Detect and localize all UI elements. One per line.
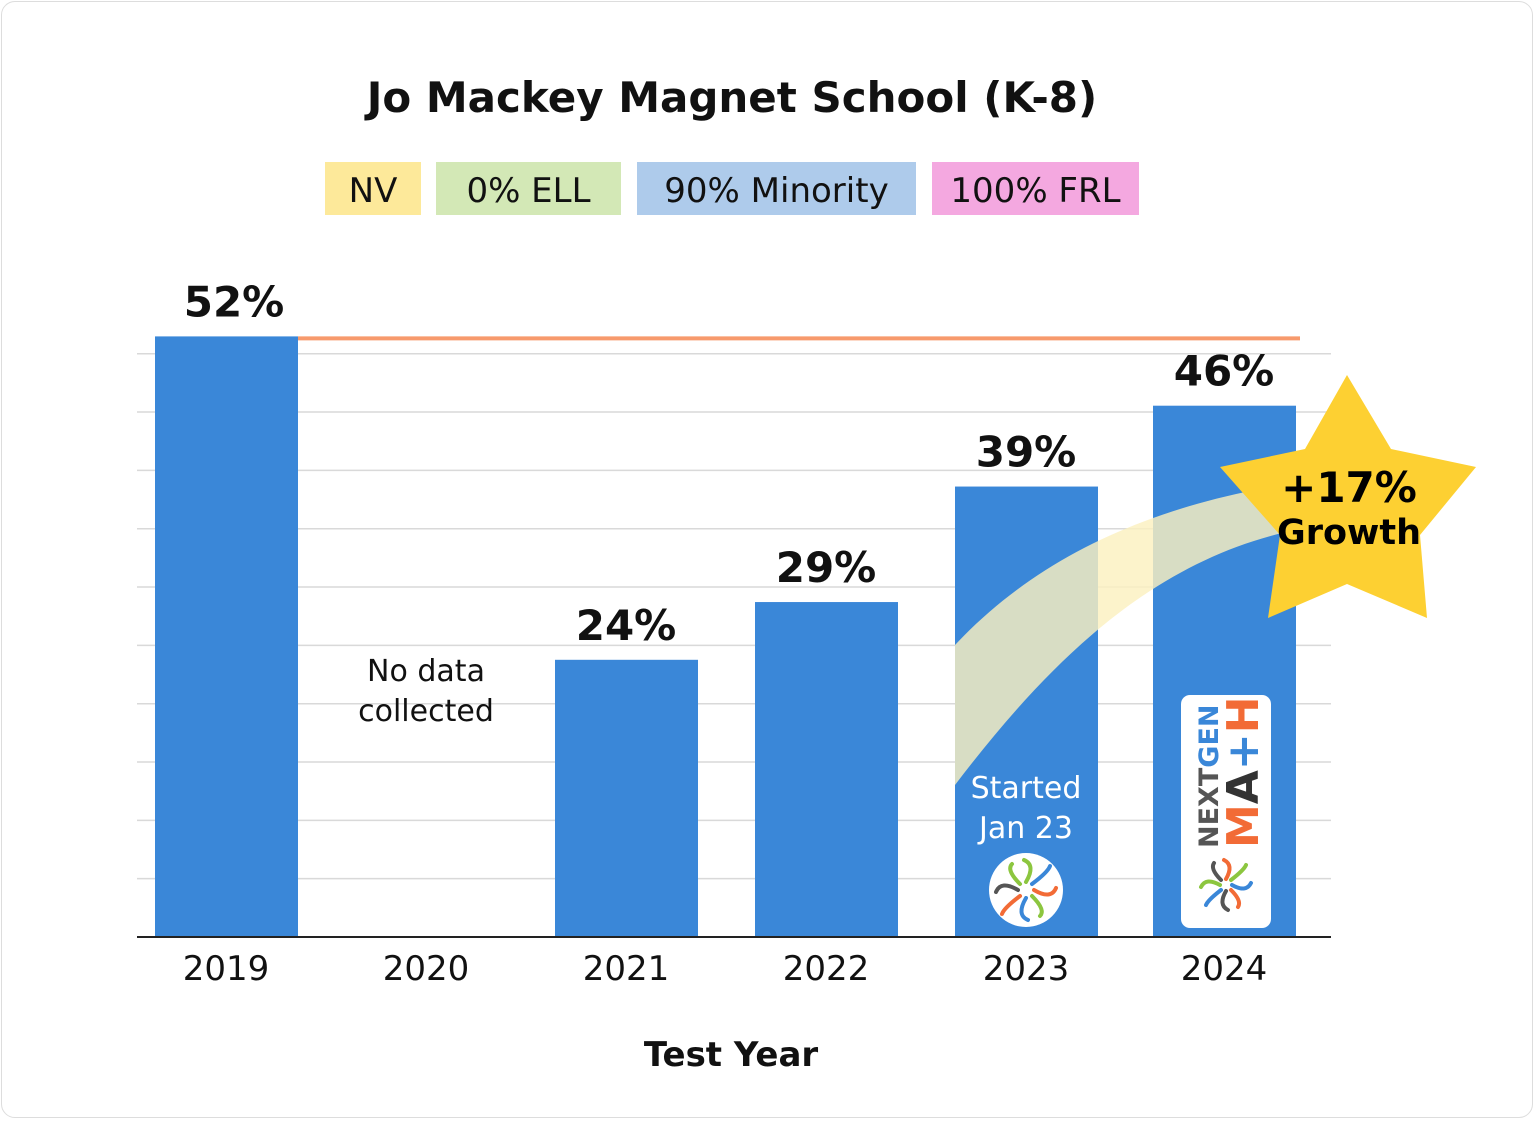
bars bbox=[155, 336, 1296, 937]
tag-badge bbox=[932, 162, 1139, 215]
bar-2022 bbox=[755, 602, 898, 937]
bar-2019 bbox=[155, 336, 298, 937]
data-labels: 52% 24% 29% 39% 46% bbox=[184, 277, 1275, 649]
x-tick-2023: 2023 bbox=[983, 949, 1070, 989]
data-label-2022: 29% bbox=[776, 543, 877, 592]
growth-star-icon bbox=[1220, 375, 1476, 618]
x-tick-2019: 2019 bbox=[183, 949, 270, 989]
x-tick-labels: 2019 2020 2021 2022 2023 2024 bbox=[183, 949, 1268, 989]
data-label-2019: 52% bbox=[184, 277, 285, 326]
x-tick-2024: 2024 bbox=[1181, 949, 1268, 989]
x-tick-2020: 2020 bbox=[383, 949, 470, 989]
growth-arrow-band bbox=[955, 490, 1282, 785]
x-axis-label: Test Year bbox=[644, 1035, 819, 1075]
no-data-line2: collected bbox=[358, 694, 494, 729]
tag-label: 0% ELL bbox=[466, 171, 590, 211]
tag-label: 90% Minority bbox=[664, 171, 888, 211]
started-line2: Jan 23 bbox=[977, 811, 1073, 846]
tag-badge bbox=[325, 162, 421, 215]
x-tick-2021: 2021 bbox=[583, 949, 670, 989]
bar-2021 bbox=[555, 659, 698, 937]
growth-label: Growth bbox=[1277, 513, 1421, 553]
tag-label: NV bbox=[349, 171, 398, 211]
gridlines bbox=[137, 352, 1331, 880]
x-tick-2022: 2022 bbox=[783, 949, 870, 989]
no-data-line1: No data bbox=[367, 654, 485, 689]
data-label-2024: 46% bbox=[1174, 347, 1275, 396]
svg-text:NEXTGEN: NEXTGEN bbox=[1194, 705, 1225, 848]
started-line1: Started bbox=[971, 771, 1082, 806]
tag-badge bbox=[637, 162, 916, 215]
data-label-2023: 39% bbox=[976, 428, 1077, 477]
tags: NV 0% ELL 90% Minority 100% FRL bbox=[325, 162, 1139, 215]
nextgen-math-logo: NEXTGEN MA+H bbox=[1181, 695, 1271, 928]
data-label-2021: 24% bbox=[576, 601, 677, 650]
growth-value: +17% bbox=[1281, 463, 1417, 512]
tag-badge bbox=[436, 162, 621, 215]
tag-label: 100% FRL bbox=[950, 171, 1120, 211]
svg-text:MA+H: MA+H bbox=[1218, 696, 1269, 848]
flower-logo-icon bbox=[989, 853, 1063, 927]
chart-title: Jo Mackey Magnet School (K-8) bbox=[364, 73, 1097, 122]
